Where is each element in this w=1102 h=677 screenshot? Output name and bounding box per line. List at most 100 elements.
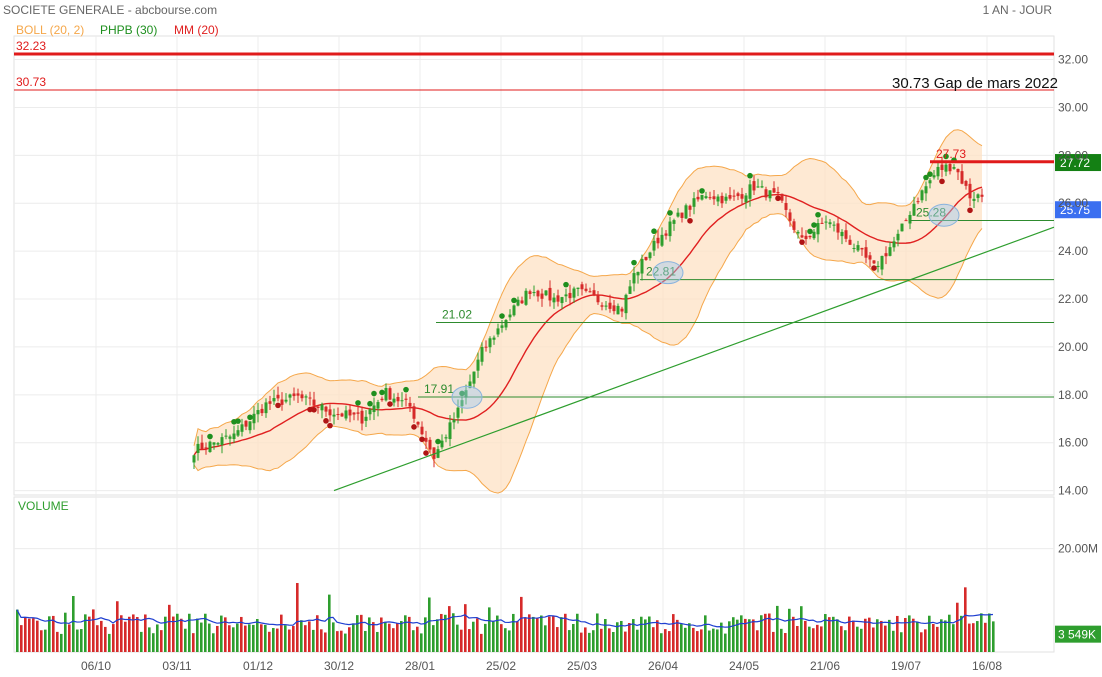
- volume-bar: [24, 616, 27, 652]
- volume-bar: [508, 630, 511, 652]
- x-tick-label: 30/12: [324, 659, 354, 673]
- candle-body: [480, 346, 484, 362]
- volume-bar: [504, 628, 507, 652]
- period-label: 1 AN - JOUR: [983, 3, 1053, 17]
- volume-tick-label: 20.00M: [1058, 542, 1098, 556]
- breakout-highlight: [928, 203, 960, 227]
- volume-bar: [376, 631, 379, 652]
- candle-body: [412, 406, 416, 419]
- phpb-marker: [371, 390, 377, 397]
- phpb-marker: [939, 178, 945, 185]
- candle-body: [640, 258, 644, 274]
- volume-bar: [888, 619, 891, 652]
- candle-body: [868, 255, 872, 260]
- x-tick-label: 25/02: [486, 659, 516, 673]
- volume-bar: [956, 602, 959, 652]
- volume-bar: [128, 616, 131, 652]
- volume-bar: [288, 629, 291, 652]
- candle-body: [796, 231, 800, 234]
- volume-bar: [284, 625, 287, 652]
- volume-bar: [676, 619, 679, 652]
- candle-body: [808, 235, 812, 238]
- volume-bar: [172, 616, 175, 652]
- candle-body: [768, 190, 772, 199]
- candle-body: [804, 235, 808, 240]
- volume-bar: [32, 618, 35, 652]
- volume-bar: [468, 629, 471, 652]
- candle-body: [516, 299, 520, 306]
- volume-bar: [564, 613, 567, 652]
- candle-body: [376, 402, 380, 409]
- candle-body: [908, 214, 912, 224]
- volume-bar: [516, 621, 519, 652]
- volume-bar: [232, 627, 235, 652]
- phpb-marker: [687, 217, 693, 224]
- volume-bar: [316, 615, 319, 652]
- candle-body: [336, 414, 340, 416]
- volume-bar: [820, 626, 823, 652]
- candle-body: [732, 195, 736, 197]
- volume-bar: [312, 629, 315, 652]
- y-tick-label: 14.00: [1058, 484, 1088, 498]
- phpb-marker: [923, 174, 929, 181]
- volume-bar: [916, 621, 919, 652]
- bollinger-band: [194, 129, 982, 494]
- candle-body: [460, 400, 464, 407]
- volume-bar: [496, 615, 499, 652]
- support-label: 25.28: [916, 205, 946, 219]
- volume-bar: [200, 622, 203, 652]
- candle-body: [400, 400, 404, 402]
- volume-bar: [344, 633, 347, 652]
- volume-bar: [548, 616, 551, 652]
- volume-bar: [912, 618, 915, 652]
- volume-bar: [192, 633, 195, 652]
- volume-average-line: [16, 609, 994, 628]
- volume-bar: [940, 619, 943, 652]
- y-tick-label: 24.00: [1058, 244, 1088, 258]
- candle-body: [684, 205, 688, 219]
- volume-bar: [812, 628, 815, 652]
- volume-bar: [588, 632, 591, 652]
- candle-body: [548, 287, 552, 301]
- candle-body: [608, 302, 612, 309]
- volume-bar: [976, 621, 979, 652]
- volume-bar: [352, 623, 355, 652]
- candle-body: [576, 287, 580, 289]
- candle-body: [664, 233, 668, 236]
- phpb-marker: [667, 210, 673, 216]
- volume-bar: [256, 619, 259, 652]
- volume-bar: [208, 623, 211, 652]
- volume-last-badge: [1055, 625, 1101, 643]
- candle-body: [920, 190, 924, 201]
- candle-body: [372, 405, 376, 413]
- phpb-marker: [207, 433, 213, 440]
- phpb-marker: [459, 390, 465, 397]
- candle-body: [712, 196, 716, 200]
- candle-body: [652, 240, 656, 251]
- candle-body: [812, 231, 816, 239]
- volume-bar: [624, 631, 627, 652]
- candle-body: [196, 443, 200, 453]
- candle-body: [268, 401, 272, 404]
- volume-bar: [436, 619, 439, 652]
- candle-body: [476, 359, 480, 371]
- phpb-marker: [403, 386, 409, 393]
- volume-bar: [708, 630, 711, 652]
- volume-bar: [300, 620, 303, 652]
- volume-bar: [196, 618, 199, 652]
- candle-body: [936, 166, 940, 177]
- candle-body: [672, 220, 676, 224]
- phpb-marker: [927, 171, 933, 177]
- volume-bar: [520, 596, 523, 652]
- volume-bar: [100, 620, 103, 652]
- volume-bar: [92, 609, 95, 652]
- volume-bar: [28, 618, 31, 652]
- phpb-marker: [379, 389, 385, 396]
- y-tick-label: 32.00: [1058, 53, 1088, 67]
- candle-body: [200, 442, 204, 450]
- volume-bar: [860, 628, 863, 652]
- candle-body: [296, 393, 300, 396]
- candle-body: [824, 221, 828, 223]
- candle-body: [780, 193, 784, 201]
- candle-body: [960, 171, 964, 184]
